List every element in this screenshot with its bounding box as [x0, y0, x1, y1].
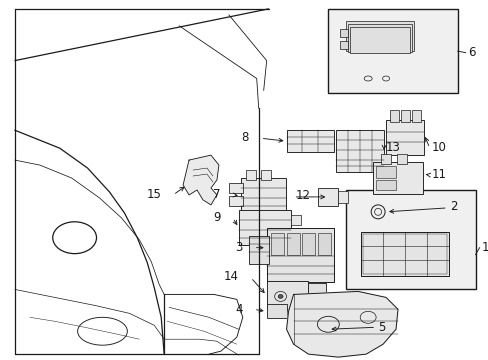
- Polygon shape: [286, 292, 397, 357]
- Text: 2: 2: [449, 201, 456, 213]
- Bar: [375, 166, 395, 178]
- Text: 10: 10: [431, 141, 446, 154]
- Bar: [302, 233, 315, 255]
- Bar: [338, 191, 347, 203]
- Bar: [308, 283, 325, 315]
- Bar: [274, 283, 324, 300]
- Bar: [270, 233, 283, 255]
- Bar: [238, 210, 290, 245]
- Bar: [340, 41, 347, 49]
- Text: 4: 4: [235, 303, 243, 316]
- Bar: [286, 233, 299, 255]
- Bar: [396, 154, 406, 164]
- Text: 12: 12: [295, 189, 310, 202]
- Bar: [389, 111, 398, 122]
- Bar: [386, 120, 423, 155]
- Bar: [245, 170, 255, 180]
- Bar: [266, 304, 286, 318]
- Bar: [375, 180, 395, 190]
- Bar: [346, 21, 413, 51]
- Bar: [336, 130, 383, 172]
- Text: 1: 1: [481, 241, 488, 254]
- Text: 3: 3: [235, 241, 243, 254]
- Bar: [400, 111, 409, 122]
- Bar: [361, 232, 448, 275]
- Bar: [308, 313, 325, 323]
- Text: 5: 5: [377, 321, 385, 334]
- Text: 6: 6: [467, 46, 474, 59]
- Ellipse shape: [278, 294, 283, 298]
- Bar: [266, 282, 308, 309]
- Text: 8: 8: [241, 131, 248, 144]
- Bar: [363, 234, 446, 274]
- Bar: [340, 29, 347, 37]
- Bar: [380, 154, 390, 164]
- Bar: [318, 188, 338, 206]
- Bar: [349, 27, 409, 53]
- Polygon shape: [183, 155, 219, 205]
- Bar: [327, 9, 457, 94]
- Bar: [240, 178, 285, 213]
- Bar: [290, 230, 300, 240]
- Text: 14: 14: [224, 270, 238, 283]
- Text: 15: 15: [146, 188, 161, 202]
- Bar: [372, 162, 422, 194]
- Text: 9: 9: [213, 211, 221, 224]
- Bar: [347, 24, 411, 51]
- Bar: [411, 111, 420, 122]
- Bar: [228, 183, 243, 193]
- Text: 7: 7: [213, 188, 221, 202]
- Bar: [260, 170, 270, 180]
- Bar: [318, 233, 331, 255]
- Bar: [228, 196, 243, 206]
- Bar: [266, 228, 334, 283]
- Bar: [346, 190, 475, 289]
- Text: 13: 13: [386, 141, 400, 154]
- Text: 11: 11: [431, 167, 446, 180]
- Bar: [290, 215, 300, 225]
- Bar: [248, 236, 268, 264]
- Bar: [286, 130, 334, 152]
